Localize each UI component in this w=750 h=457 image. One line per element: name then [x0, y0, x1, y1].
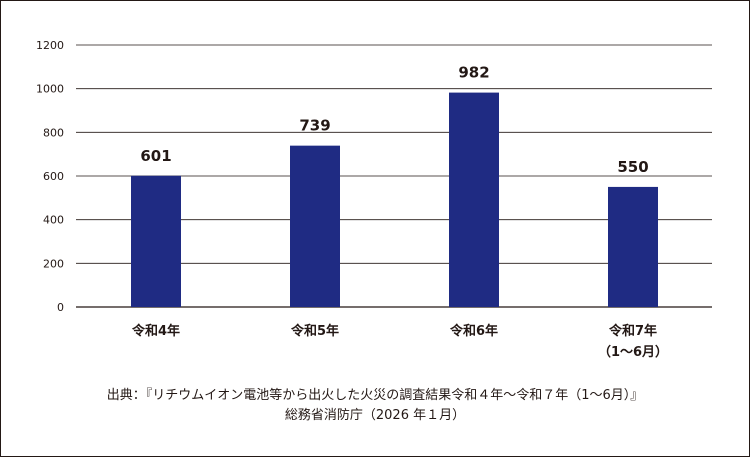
- y-tick-label: 400: [43, 214, 64, 227]
- x-tick-label: 令和6年: [450, 323, 498, 339]
- y-tick-label: 800: [43, 126, 64, 139]
- bar: [290, 145, 340, 307]
- data-label: 601: [140, 147, 171, 165]
- y-tick-label: 200: [43, 257, 64, 270]
- bar: [131, 175, 181, 307]
- data-label: 550: [617, 158, 648, 176]
- data-label: 982: [458, 64, 489, 82]
- x-tick-label: （1〜6月）: [598, 344, 668, 360]
- y-tick-label: 0: [57, 301, 64, 314]
- y-tick-label: 600: [43, 170, 64, 183]
- data-label: 739: [299, 117, 330, 135]
- x-tick-label: 令和7年: [609, 323, 657, 339]
- y-tick-label: 1200: [36, 39, 64, 52]
- x-tick-label: 令和5年: [291, 323, 339, 339]
- bar: [608, 186, 658, 307]
- bar: [449, 92, 499, 307]
- source-citation: 出典：『リチウムイオン電池等から出火した火災の調査結果令和４年〜令和７年（1〜6…: [106, 388, 644, 403]
- source-publisher: 総務省消防庁（2026 年１月）: [284, 408, 466, 423]
- x-tick-label: 令和4年: [132, 323, 180, 339]
- y-tick-label: 1000: [36, 83, 64, 96]
